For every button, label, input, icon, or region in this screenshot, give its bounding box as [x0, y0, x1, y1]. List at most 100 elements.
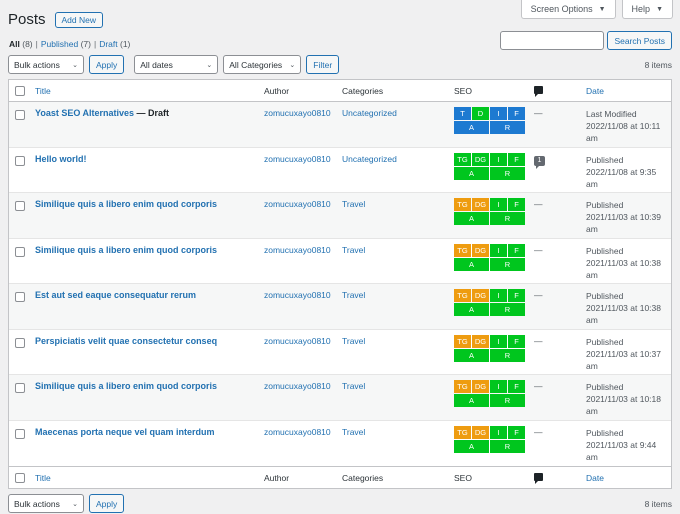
date-status: Published [586, 427, 624, 438]
no-comments: — [534, 335, 543, 346]
column-seo: SEO [454, 86, 472, 96]
table-footer: Title Author Categories SEO Date [9, 466, 671, 488]
seo-indicator: A [454, 166, 489, 180]
comments-cell: — [534, 290, 543, 300]
title-cell: Similique quis a libero enim quod corpor… [35, 199, 217, 209]
row-checkbox[interactable] [15, 292, 25, 302]
seo-indicator: T [454, 107, 471, 120]
screen-options-button[interactable]: Screen Options ▼ [520, 0, 616, 19]
category-link[interactable]: Travel [342, 381, 366, 391]
seo-indicator: F [508, 243, 525, 257]
title-row: Posts Add New [8, 11, 104, 28]
filter-draft-link[interactable]: Draft (1) [99, 39, 131, 49]
seo-score-grid: TG DG I F A R [454, 380, 525, 407]
table-header: Title Author Categories SEO Date [9, 80, 671, 102]
row-checkbox[interactable] [15, 246, 25, 257]
seo-score-grid: TG DG I F A R [454, 152, 525, 180]
category-link[interactable]: Travel [342, 244, 366, 255]
select-all-checkbox[interactable] [15, 86, 25, 96]
date-status: Published [586, 200, 624, 210]
search-input[interactable] [500, 31, 605, 50]
search-posts-button[interactable]: Search Posts [607, 31, 672, 50]
date-value: 2021/11/03 at 10:38 [586, 303, 661, 313]
author-link[interactable]: zomucuxayo0810 [264, 199, 331, 209]
row-checkbox[interactable] [15, 155, 25, 166]
screen-options-label: Screen Options [530, 4, 593, 14]
page-title: Posts [8, 11, 46, 28]
row-checkbox[interactable] [15, 110, 25, 120]
table-row: Yoast SEO Alternatives — Draft zomucuxay… [9, 102, 671, 148]
seo-indicator: F [508, 198, 525, 211]
filter-published-link[interactable]: Published (7) [40, 39, 91, 49]
seo-indicator: I [490, 198, 507, 211]
sort-title-link[interactable]: Title [35, 473, 51, 483]
table-row: Maecenas porta neque vel quam interdum z… [9, 421, 671, 467]
caret-down-icon: ▼ [656, 5, 663, 13]
author-link[interactable]: zomucuxayo0810 [264, 153, 331, 164]
post-title-link[interactable]: Similique quis a libero enim quod corpor… [35, 199, 218, 209]
comment-count-badge[interactable]: 1 [534, 155, 545, 169]
apply-button[interactable]: Apply [89, 55, 125, 74]
comments-cell: — [534, 427, 543, 437]
seo-indicator: A [454, 439, 489, 453]
bulk-actions-select[interactable]: Bulk actions ⌄ [8, 55, 84, 74]
row-checkbox[interactable] [15, 201, 25, 211]
sort-date-link[interactable]: Date [586, 473, 604, 483]
category-link[interactable]: Uncategorized [342, 108, 397, 118]
add-new-button[interactable]: Add New [54, 11, 104, 28]
category-link[interactable]: Uncategorized [342, 153, 397, 164]
no-comments: — [534, 381, 543, 391]
date-value: 2021/11/03 at 10:39 [586, 212, 661, 222]
seo-indicator: R [490, 348, 525, 362]
author-link[interactable]: zomucuxayo0810 [264, 108, 331, 118]
post-title-link[interactable]: Est aut sed eaque consequatur rerum [35, 290, 197, 300]
post-title-link[interactable]: Yoast SEO Alternatives [35, 108, 135, 118]
items-count: 8 items [644, 59, 672, 70]
seo-indicator: A [454, 257, 489, 271]
author-link[interactable]: zomucuxayo0810 [264, 335, 331, 346]
sort-date-link[interactable]: Date [586, 86, 604, 96]
post-title-link[interactable]: Similique quis a libero enim quod corpor… [35, 381, 218, 391]
sort-title-link[interactable]: Title [35, 86, 51, 96]
filter-all-link[interactable]: All (8) [9, 39, 33, 49]
seo-indicator: DG [472, 380, 489, 393]
row-checkbox[interactable] [15, 428, 25, 439]
help-label: Help [631, 4, 651, 14]
author-link[interactable]: zomucuxayo0810 [264, 290, 331, 300]
chevron-down-icon: ⌄ [72, 61, 78, 69]
post-state: — Draft [134, 108, 170, 118]
filter-button[interactable]: Filter [306, 55, 340, 74]
column-categories: Categories [342, 473, 384, 483]
seo-indicator: F [508, 425, 525, 439]
help-button[interactable]: Help ▼ [621, 0, 673, 19]
no-comments: — [534, 290, 543, 300]
seo-indicator: I [490, 380, 507, 393]
post-title-link[interactable]: Perspiciatis velit quae consectetur cons… [35, 335, 218, 346]
category-link[interactable]: Travel [342, 290, 366, 300]
row-checkbox[interactable] [15, 337, 25, 348]
post-title-link[interactable]: Similique quis a libero enim quod corpor… [35, 244, 218, 255]
seo-indicator: TG [454, 289, 471, 302]
post-title-link[interactable]: Maecenas porta neque vel quam interdum [35, 426, 215, 437]
category-link[interactable]: Travel [342, 335, 366, 346]
categories-select[interactable]: All Categories ⌄ [223, 55, 302, 74]
bulk-actions-select[interactable]: Bulk actions ⌄ [8, 494, 84, 513]
seo-indicator: DG [472, 243, 489, 257]
author-link[interactable]: zomucuxayo0810 [264, 381, 331, 391]
author-link[interactable]: zomucuxayo0810 [264, 426, 331, 437]
row-checkbox[interactable] [15, 383, 25, 393]
date-cell: Published 2022/11/08 at 9:35 am [586, 154, 672, 190]
dates-select[interactable]: All dates ⌄ [134, 55, 219, 74]
seo-indicator: TG [454, 198, 471, 211]
date-suffix: am [586, 133, 598, 143]
comments-cell: — [534, 199, 543, 209]
select-all-checkbox[interactable] [15, 473, 25, 483]
category-link[interactable]: Travel [342, 199, 366, 209]
category-link[interactable]: Travel [342, 426, 366, 437]
caret-down-icon: ▼ [598, 5, 606, 13]
title-cell: Similique quis a libero enim quod corpor… [35, 381, 217, 391]
author-link[interactable]: zomucuxayo0810 [264, 244, 331, 255]
post-title-link[interactable]: Hello world! [35, 153, 87, 164]
seo-indicator: A [454, 303, 489, 316]
apply-button[interactable]: Apply [89, 494, 125, 513]
